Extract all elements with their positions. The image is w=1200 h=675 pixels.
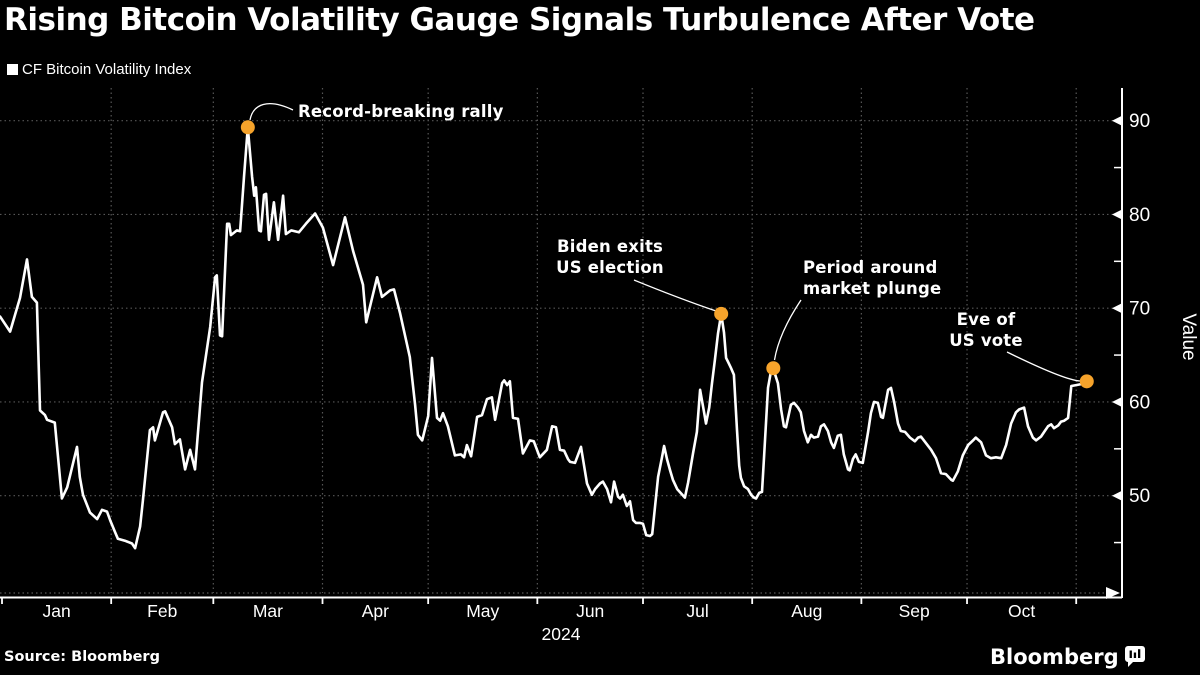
y-tick-arrow-icon [1112, 397, 1121, 407]
legend-label: CF Bitcoin Volatility Index [22, 61, 192, 78]
x-tick-label: Aug [791, 601, 822, 621]
x-axis-year-label: 2024 [542, 624, 581, 644]
legend: CF Bitcoin Volatility Index [7, 61, 191, 78]
legend-swatch-icon [7, 64, 18, 75]
y-tick-label: 50 [1129, 486, 1150, 507]
annotation-leader-line [1006, 351, 1081, 382]
y-tick-label: 70 [1129, 299, 1150, 320]
annotation-label: market plunge [803, 279, 941, 298]
bloomberg-logo: Bloomberg [990, 646, 1145, 668]
annotation-label: US election [556, 258, 664, 277]
y-tick-arrow-icon [1112, 116, 1121, 126]
y-tick-label: 90 [1129, 111, 1150, 132]
annotation-label: Eve of [957, 310, 1016, 329]
source-note: Source: Bloomberg [4, 649, 160, 665]
x-tick-label: May [466, 601, 499, 621]
annotation-marker-dot [240, 120, 255, 135]
x-tick-label: Sep [899, 601, 930, 621]
y-axis-title: Value [1178, 313, 1199, 360]
x-tick-label: Feb [147, 601, 177, 621]
x-tick-label: Apr [362, 601, 389, 621]
annotation-label: Period around [803, 258, 937, 277]
annotation-label: US vote [949, 331, 1023, 350]
x-tick-label: Oct [1008, 601, 1035, 621]
y-tick-arrow-icon [1112, 209, 1121, 219]
bloomberg-terminal-icon [1124, 646, 1145, 667]
x-tick-label: Jun [576, 601, 604, 621]
annotation-leader-line [633, 279, 717, 312]
annotation-label: Biden exits [557, 237, 663, 256]
x-axis-arrow-icon [1106, 587, 1120, 599]
y-tick-label: 60 [1129, 392, 1150, 413]
bloomberg-wordmark: Bloomberg [990, 645, 1119, 669]
annotation-marker-dot [1079, 374, 1094, 389]
x-tick-label: Jan [42, 601, 70, 621]
y-tick-arrow-icon [1112, 491, 1121, 501]
annotation-leader-line [249, 103, 294, 121]
annotation-label: Record-breaking rally [298, 102, 504, 121]
series-line [0, 126, 1089, 550]
x-tick-label: Jul [686, 601, 708, 621]
y-tick-label: 80 [1129, 205, 1150, 226]
y-tick-arrow-icon [1112, 303, 1121, 313]
chart-title: Rising Bitcoin Volatility Gauge Signals … [4, 2, 1035, 38]
x-tick-label: Mar [253, 601, 283, 621]
annotation-marker-dot [766, 361, 781, 376]
annotation-marker-dot [714, 306, 729, 321]
annotation-leader-line [773, 299, 802, 361]
